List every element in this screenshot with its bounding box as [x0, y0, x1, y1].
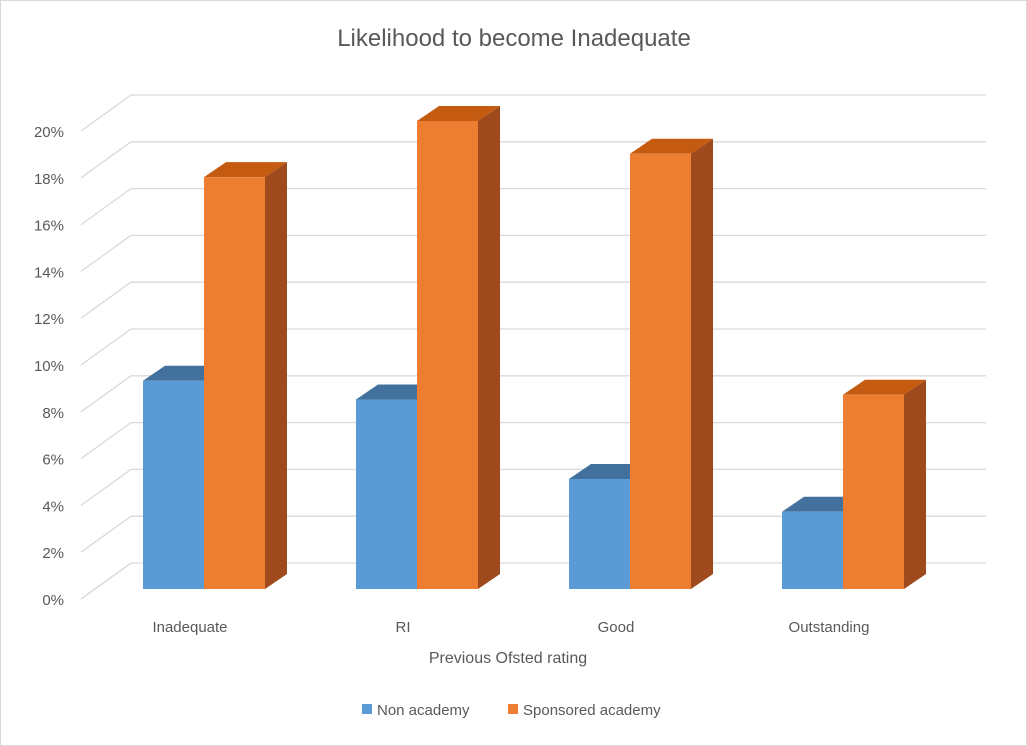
bar-front [417, 121, 478, 589]
gridline-depth [80, 188, 132, 226]
bar-front [569, 479, 630, 589]
y-tick-label: 14% [34, 264, 64, 281]
gridline-depth [80, 328, 132, 366]
bar-good-sponsored-academy [630, 138, 713, 589]
bar-top [417, 106, 500, 121]
legend-swatch [362, 704, 372, 714]
bar-ri-sponsored-academy [417, 106, 500, 589]
bar-front [356, 399, 417, 589]
y-tick-label: 8% [42, 405, 64, 422]
gridline-depth [80, 468, 132, 506]
bar-inadequate-sponsored-academy [204, 162, 287, 589]
gridline-depth [80, 234, 132, 272]
x-axis-title: Previous Ofsted rating [429, 650, 587, 667]
gridline-depth [80, 281, 132, 319]
x-axis-ticks: Inadequate RI Good Outstanding [152, 619, 869, 636]
bar-top [204, 162, 287, 178]
bar-top [630, 138, 713, 154]
bar-outstanding-sponsored-academy [843, 379, 926, 589]
bar-side [265, 162, 287, 589]
gridline-depth [80, 375, 132, 413]
legend-label: Sponsored academy [523, 702, 661, 719]
y-tick-label: 10% [34, 358, 64, 375]
legend-swatch [508, 704, 518, 714]
x-tick-label: Good [598, 619, 635, 636]
y-tick-label: 6% [42, 452, 64, 469]
y-tick-label: 12% [34, 311, 64, 328]
gridline-depth [80, 515, 132, 553]
gridline-depth [80, 94, 132, 132]
bar-side [691, 138, 713, 589]
bar-front [843, 394, 904, 589]
y-tick-label: 20% [34, 124, 64, 141]
legend-label: Non academy [377, 702, 470, 719]
bars [143, 106, 926, 589]
chart-title: Likelihood to become Inadequate [337, 25, 691, 52]
y-tick-label: 0% [42, 592, 64, 609]
y-tick-label: 16% [34, 218, 64, 235]
gridline-depth [80, 141, 132, 179]
bar-front [204, 177, 265, 589]
bar-top [843, 379, 926, 395]
legend: Non academy Sponsored academy [362, 702, 661, 719]
y-tick-label: 4% [42, 498, 64, 515]
x-tick-label: Inadequate [152, 619, 227, 636]
y-axis-ticks: 0% 2% 4% 6% 8% 10% 12% 14% 16% 18% 20% [34, 124, 64, 609]
y-tick-label: 2% [42, 545, 64, 562]
bar-side [904, 379, 926, 589]
gridline-depth [80, 422, 132, 460]
y-tick-label: 18% [34, 171, 64, 188]
bar-front [630, 153, 691, 589]
bar-front [782, 511, 843, 589]
floor-edge [80, 562, 132, 600]
x-tick-label: RI [396, 619, 411, 636]
bar-side [478, 106, 500, 589]
x-tick-label: Outstanding [789, 619, 870, 636]
bar-front [143, 380, 204, 589]
